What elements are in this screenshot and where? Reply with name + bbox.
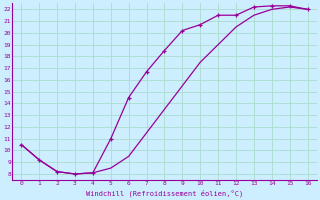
X-axis label: Windchill (Refroidissement éolien,°C): Windchill (Refroidissement éolien,°C)	[86, 189, 243, 197]
